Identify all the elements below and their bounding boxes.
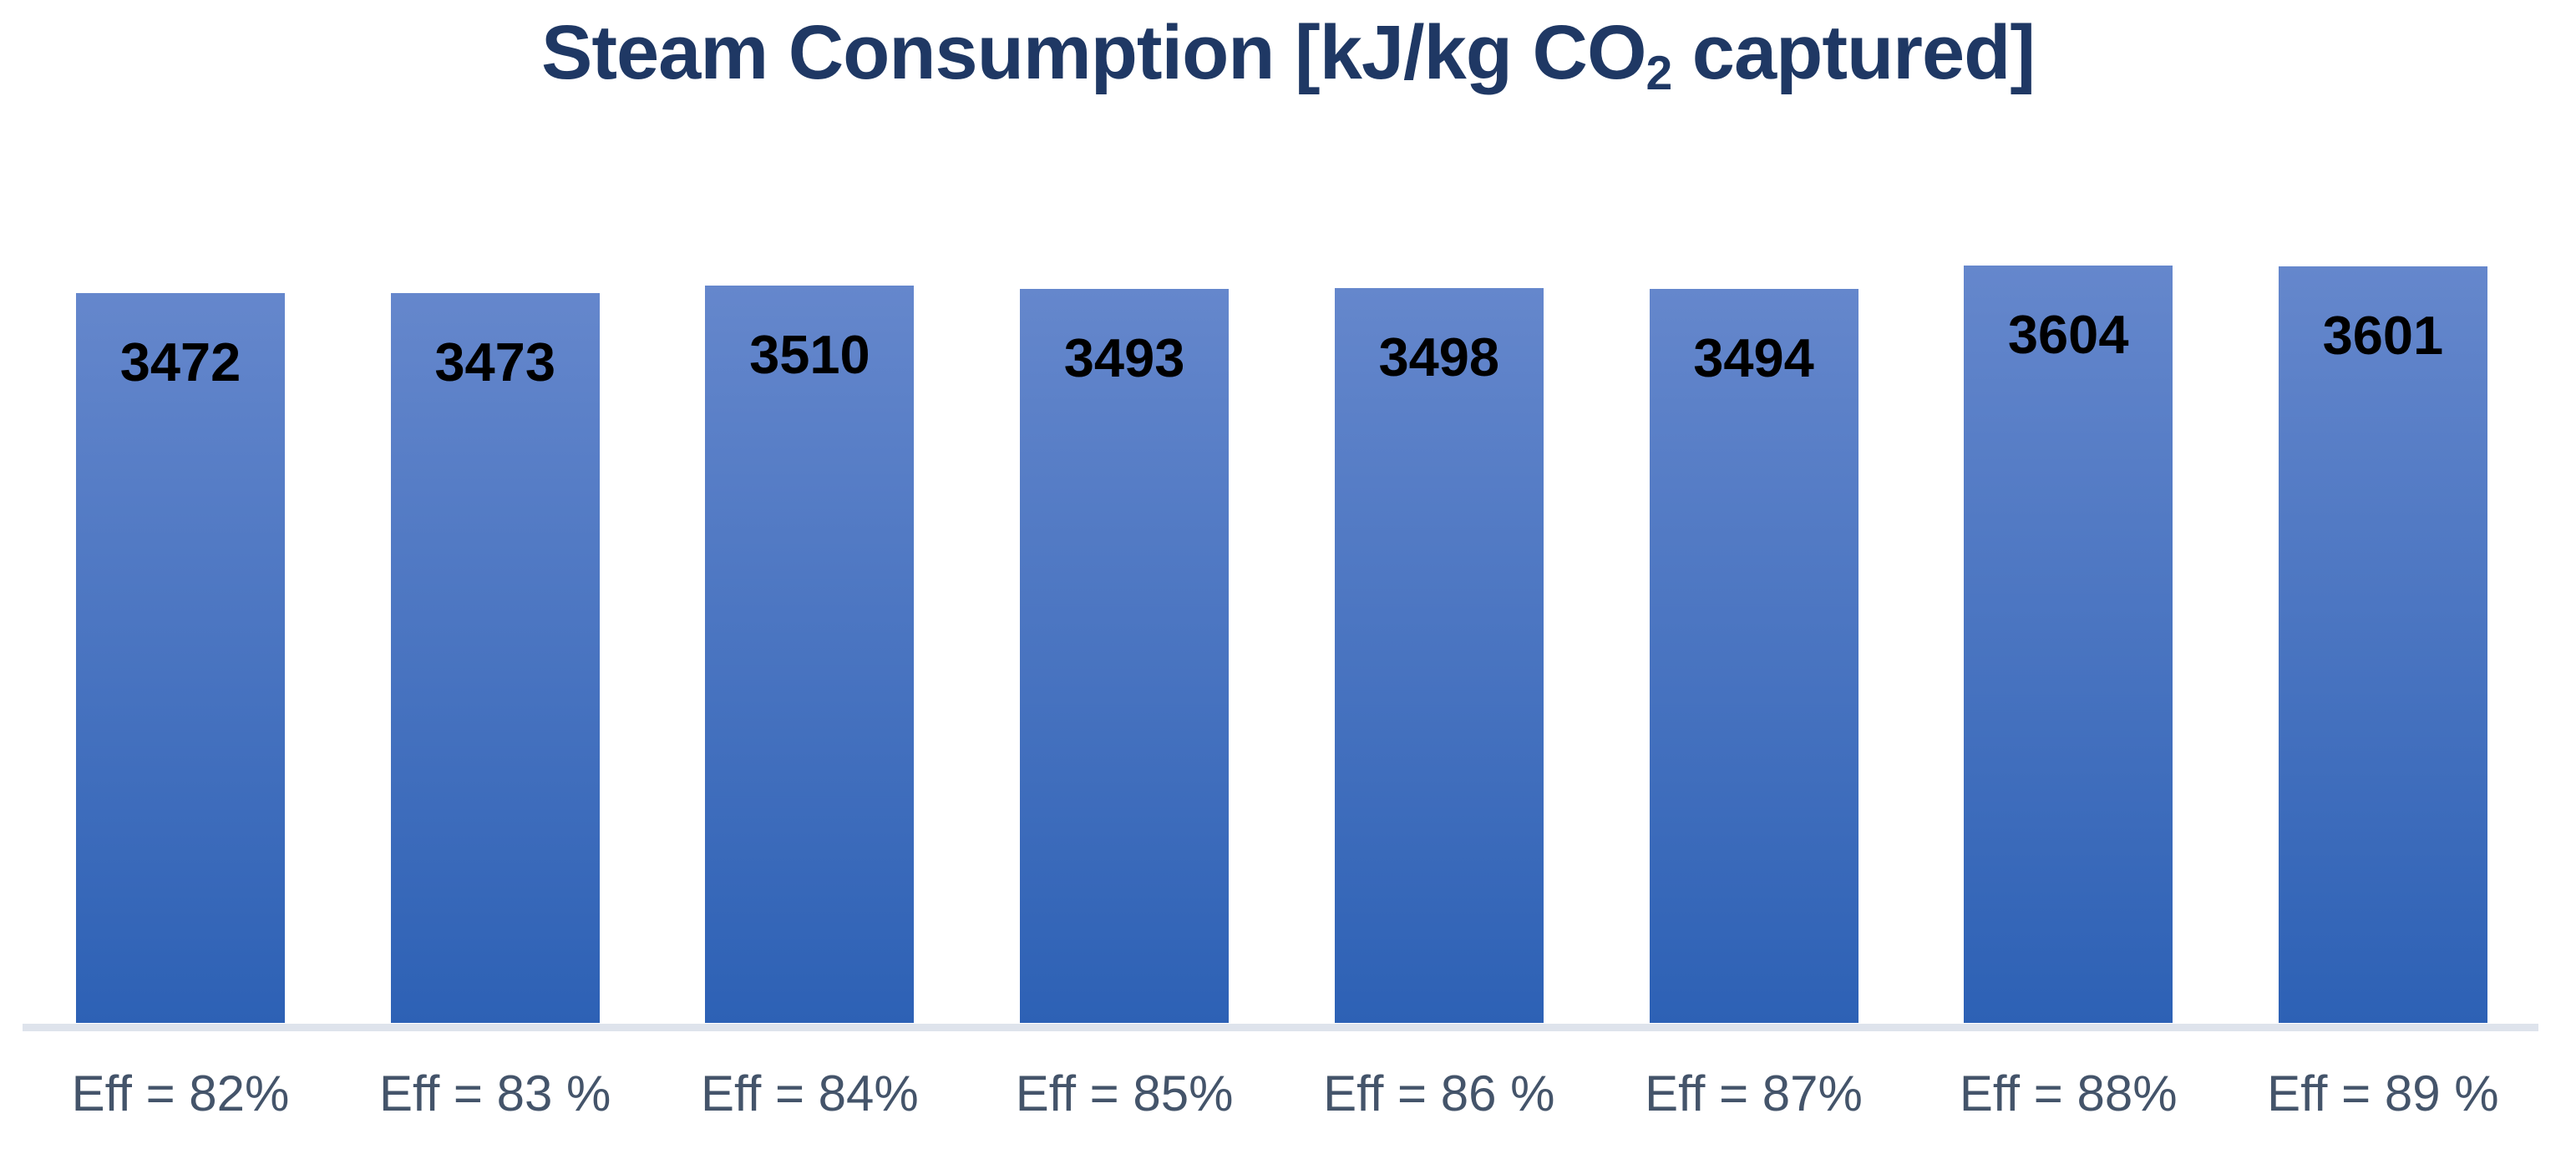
category-label: Eff = 89 %	[2267, 1065, 2499, 1121]
category-label: Eff = 88%	[1959, 1065, 2178, 1121]
bar: 3494	[1649, 288, 1858, 1023]
category-label: Eff = 85%	[1015, 1065, 1234, 1121]
chart-title-subscript: 2	[1645, 46, 1673, 100]
chart-title-text: Steam Consumption [kJ/kg CO	[541, 10, 1646, 95]
bar: 3510	[705, 285, 915, 1023]
bar: 3604	[1964, 265, 2173, 1023]
bar-value-label: 3472	[119, 332, 241, 393]
x-axis-line	[23, 1024, 2538, 1031]
chart-title-text-end: captured]	[1671, 10, 2036, 95]
bar-value-label: 3601	[2322, 304, 2444, 366]
bar: 3472	[76, 293, 285, 1023]
bar: 3473	[390, 292, 600, 1023]
category-label: Eff = 87%	[1645, 1065, 1863, 1121]
chart-title: Steam Consumption [kJ/kg CO2 captured]	[0, 7, 2576, 99]
category-label: Eff = 86 %	[1323, 1065, 1555, 1121]
bar-value-label: 3604	[2007, 303, 2129, 365]
category-label: Eff = 82%	[71, 1065, 290, 1121]
bar: 3493	[1020, 288, 1230, 1023]
bar-value-label: 3493	[1063, 326, 1185, 388]
bar: 3601	[2278, 266, 2487, 1023]
bar-value-label: 3494	[1693, 326, 1814, 388]
bar: 3498	[1334, 287, 1544, 1023]
bar-value-label: 3473	[434, 331, 555, 392]
category-label: Eff = 84%	[701, 1065, 919, 1121]
bar-value-label: 3498	[1378, 326, 1500, 387]
bar-value-label: 3510	[749, 323, 870, 385]
category-label: Eff = 83 %	[378, 1065, 611, 1121]
